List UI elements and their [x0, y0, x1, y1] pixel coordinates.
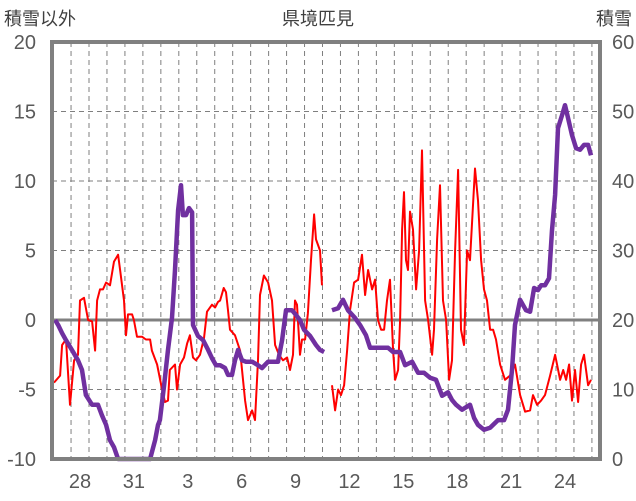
left-tick-label: -5 [18, 380, 36, 402]
x-tick-label: 21 [500, 471, 522, 493]
left-axis-title: 積雪以外 [4, 9, 76, 30]
right-tick-label: 10 [612, 380, 634, 402]
x-tick-label: 9 [290, 471, 301, 493]
left-tick-label: 0 [25, 310, 36, 332]
left-tick-label: 5 [25, 241, 36, 263]
series-other-line [53, 149, 592, 422]
x-tick-label: 6 [236, 471, 247, 493]
series-group [53, 102, 594, 462]
x-tick-label: 24 [554, 471, 576, 493]
right-axis-title: 積雪 [596, 9, 632, 30]
left-tick-label: 15 [14, 102, 36, 124]
x-tick-label: 18 [446, 471, 468, 493]
right-tick-label: 50 [612, 102, 634, 124]
x-tick-label: 15 [392, 471, 414, 493]
right-tick-label: 20 [612, 310, 634, 332]
x-tick-label: 28 [69, 471, 91, 493]
plot-frame [50, 40, 602, 461]
left-tick-label: -10 [7, 449, 36, 471]
right-tick-label: 40 [612, 171, 634, 193]
right-tick-label: 30 [612, 241, 634, 263]
right-tick-label: 0 [612, 449, 623, 471]
x-tick-label: 31 [123, 471, 145, 493]
left-tick-label: 20 [14, 32, 36, 54]
tick-labels: -10 -5 0 5 10 15 20 0 10 20 30 40 50 60 28 31 3 6 9 12 15 18 2… [7, 32, 634, 493]
chart-title: 県境匹見 [282, 9, 354, 30]
left-tick-label: 10 [14, 171, 36, 193]
right-tick-label: 60 [612, 32, 634, 54]
x-tick-label: 12 [338, 471, 360, 493]
series-snow-depth-line [53, 102, 594, 462]
gridlines [52, 42, 600, 459]
x-tick-label: 3 [182, 471, 193, 493]
